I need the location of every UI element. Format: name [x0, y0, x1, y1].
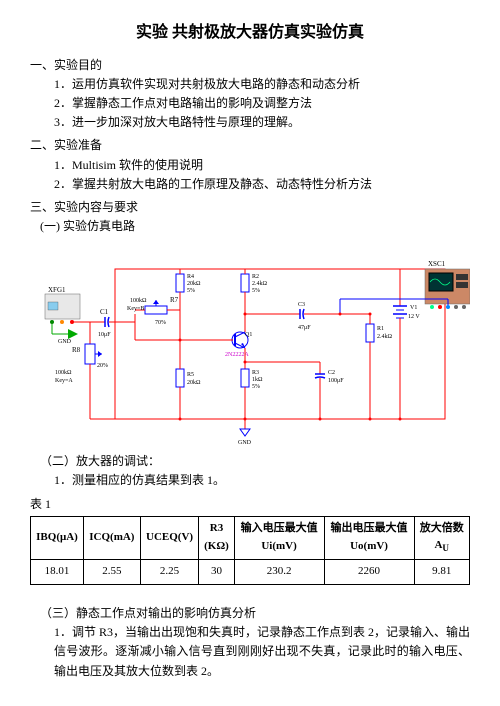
r8-val: 100kΩ: [55, 370, 72, 376]
gnd-label-1: GND: [58, 339, 72, 345]
q1-label: Q1: [245, 332, 252, 338]
th-uo: 输出电压最大值Uo(mV): [324, 516, 414, 559]
r7-val: 100kΩ: [130, 298, 147, 304]
section-2-item-2: 2．掌握共射放大电路的工作原理及静态、动态特性分析方法: [54, 175, 470, 194]
r3-pct: 5%: [252, 384, 260, 390]
th-au: 放大倍数AU: [414, 516, 469, 559]
r8-pct: 20%: [97, 363, 108, 369]
c2-label: C2: [328, 370, 335, 376]
section-1-item-2: 2．掌握静态工作点对电路输出的影响及调整方法: [54, 94, 470, 113]
td-uceq: 2.25: [140, 560, 199, 585]
table-header-row: IBQ(μA) ICQ(mA) UCEQ(V) R3(KΩ) 输入电压最大值Ui…: [31, 516, 470, 559]
section-2-item-1: 1．Multisim 软件的使用说明: [54, 156, 470, 175]
c3-val: 47μF: [298, 325, 311, 331]
c3-label: C3: [298, 302, 305, 308]
section-2-heading: 二、实验准备: [30, 136, 470, 155]
section-1-heading: 一、实验目的: [30, 56, 470, 75]
r5-val: 20kΩ: [187, 380, 201, 386]
table-1: IBQ(μA) ICQ(mA) UCEQ(V) R3(KΩ) 输入电压最大值Ui…: [30, 516, 470, 585]
r4-top: 20kΩ: [187, 281, 201, 287]
table1-label: 表 1: [30, 495, 470, 514]
r1-val: 2.4kΩ: [377, 334, 393, 340]
table-data-row: 18.01 2.55 2.25 30 230.2 2260 9.81: [31, 560, 470, 585]
r7-label: R7: [170, 296, 179, 304]
section-3-sub1: (一) 实验仿真电路: [40, 217, 470, 236]
section-3-sub2-item: 1．测量相应的仿真结果到表 1。: [54, 471, 470, 490]
th-icq: ICQ(mA): [84, 516, 141, 559]
th-ibq: IBQ(μA): [31, 516, 84, 559]
td-r3: 30: [199, 560, 234, 585]
r3-label: R3: [252, 370, 259, 376]
circuit-svg: XFG1 GND C1 10μF R8 100kΩ Key=A 20%: [30, 244, 470, 444]
v1-val: 12 V: [408, 314, 420, 320]
c2-val: 100μF: [328, 378, 344, 384]
td-ibq: 18.01: [31, 560, 84, 585]
section-3-sub2-heading: （二）放大器的调试：: [40, 452, 470, 471]
r2-label: R2: [252, 274, 259, 280]
r3-val: 1kΩ: [252, 377, 263, 383]
doc-title: 实验 共射极放大器仿真实验仿真: [30, 20, 470, 46]
section-3-heading: 三、实验内容与要求: [30, 198, 470, 217]
gnd-label-2: GND: [238, 440, 252, 444]
r1-label: R1: [377, 326, 384, 332]
section-1-item-3: 3．进一步加深对放大电路特性与原理的理解。: [54, 113, 470, 132]
xfg1-label: XFG1: [48, 286, 66, 294]
v1-label: V1: [410, 305, 417, 311]
r7-key: Key=B: [127, 306, 144, 312]
xsc1-label: XSC1: [428, 260, 446, 268]
circuit-diagram: XFG1 GND C1 10μF R8 100kΩ Key=A 20%: [30, 244, 470, 444]
r2-val: 2.4kΩ: [252, 281, 268, 287]
c1-val: 10μF: [98, 332, 111, 338]
section-1-item-1: 1．运用仿真软件实现对共射极放大电路的静态和动态分析: [54, 75, 470, 94]
r4-bot: 5%: [187, 288, 195, 294]
q1-type: 2N2222A: [225, 352, 249, 358]
section-3-sub3-heading: （三）静态工作点对输出的影响仿真分析: [40, 604, 470, 623]
r5-label: R5: [187, 372, 194, 378]
th-uceq: UCEQ(V): [140, 516, 199, 559]
th-ui: 输入电压最大值Ui(mV): [234, 516, 324, 559]
th-r3: R3(KΩ): [199, 516, 234, 559]
td-icq: 2.55: [84, 560, 141, 585]
td-au: 9.81: [414, 560, 469, 585]
section-3-sub3-para: 1．调节 R3，当输出出现饱和失真时，记录静态工作点到表 2，记录输入、输出信号…: [54, 623, 470, 681]
r8-key: Key=A: [55, 378, 73, 384]
td-ui: 230.2: [234, 560, 324, 585]
c1-label: C1: [100, 308, 109, 316]
r4-label: R4: [187, 274, 194, 280]
r7-pct: 70%: [155, 320, 166, 326]
r2-pct: 5%: [252, 288, 260, 294]
r8-label: R8: [72, 346, 81, 354]
td-uo: 2260: [324, 560, 414, 585]
